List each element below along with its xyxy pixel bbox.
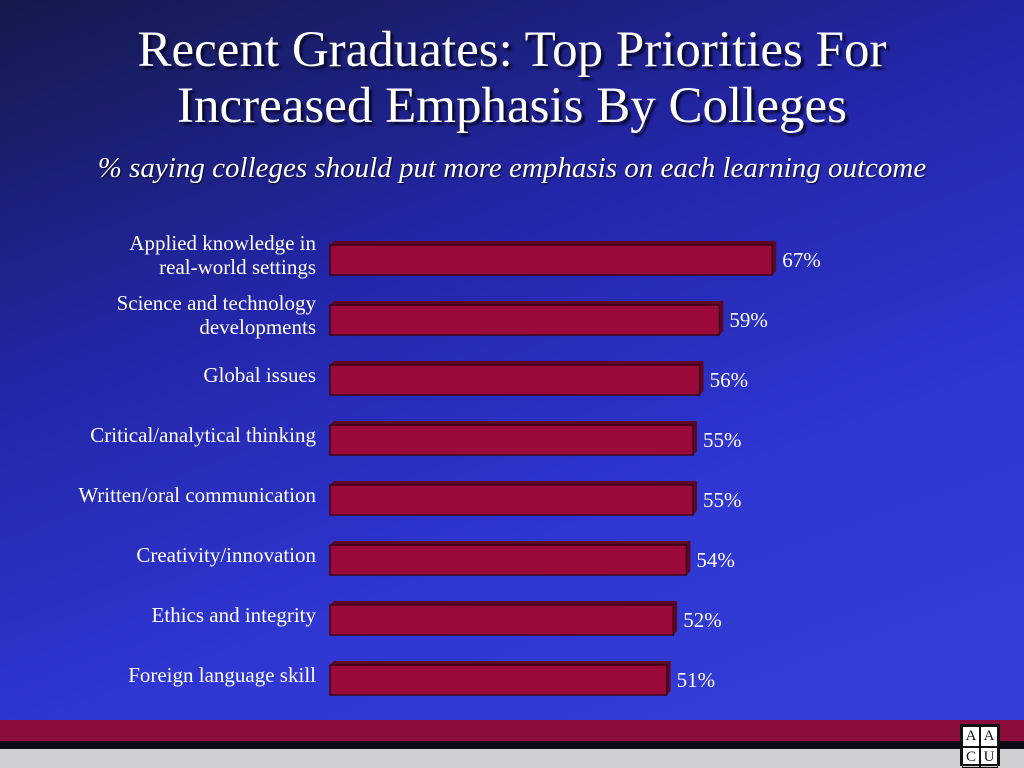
bar-value-label: 59%: [729, 308, 768, 332]
title-line-2: Increased Emphasis By Colleges: [177, 78, 847, 134]
footer-line: [0, 741, 1024, 749]
bar-side: [699, 361, 704, 395]
bar-side: [719, 301, 724, 335]
bar-value-label: 56%: [710, 368, 749, 392]
bar: [329, 484, 694, 516]
bar-side: [673, 601, 678, 635]
category-label: Critical/analytical thinking: [90, 423, 316, 447]
bar-top: [330, 241, 777, 245]
category-label: Creativity/innovation: [136, 543, 316, 567]
bar: [329, 544, 688, 576]
bar-side: [772, 241, 777, 275]
bar: [329, 424, 694, 456]
logo-letter: U: [980, 747, 998, 768]
bar-top: [330, 481, 697, 485]
bar-value-label: 51%: [677, 668, 716, 692]
logo-letter: A: [980, 726, 998, 747]
bar-top: [330, 661, 671, 665]
footer-base: [0, 749, 1024, 768]
logo-letter: A: [962, 726, 980, 747]
bar-top: [330, 541, 691, 545]
footer-band: [0, 720, 1024, 741]
bar-value-label: 55%: [703, 428, 742, 452]
bar-top: [330, 421, 697, 425]
category-label: Ethics and integrity: [152, 603, 317, 627]
bar-top: [330, 361, 704, 365]
bar-side: [693, 421, 697, 455]
category-label: Applied knowledge in real-world settings: [129, 231, 316, 279]
category-label: Foreign language skill: [128, 663, 316, 687]
bar-side: [693, 481, 697, 515]
chart-subtitle: % saying colleges should put more emphas…: [97, 152, 927, 184]
bar-side: [686, 541, 691, 575]
category-label: Science and technology developments: [117, 291, 317, 339]
category-label: Global issues: [203, 363, 316, 387]
bar: [329, 244, 773, 276]
bar-chart: 67% Applied knowledge in real-world settin…: [78, 231, 821, 696]
bar-side: [666, 661, 671, 695]
logo-letter: C: [962, 747, 980, 768]
slide-title: Recent Graduates: Top Priorities For Inc…: [0, 22, 1024, 134]
bar: [329, 304, 721, 336]
bar-value-label: 52%: [683, 608, 722, 632]
bar-value-label: 54%: [696, 548, 735, 572]
bar-top: [330, 601, 678, 605]
bar: [329, 604, 674, 636]
bar: [329, 364, 701, 396]
aacu-logo: A A C U: [960, 724, 1000, 768]
bar-value-label: 67%: [782, 248, 821, 272]
bar-value-label: 55%: [703, 488, 742, 512]
category-label: Written/oral communication: [78, 483, 316, 507]
title-line-1: Recent Graduates: Top Priorities For: [137, 22, 887, 78]
bar: [329, 664, 668, 696]
bar-top: [330, 301, 724, 305]
